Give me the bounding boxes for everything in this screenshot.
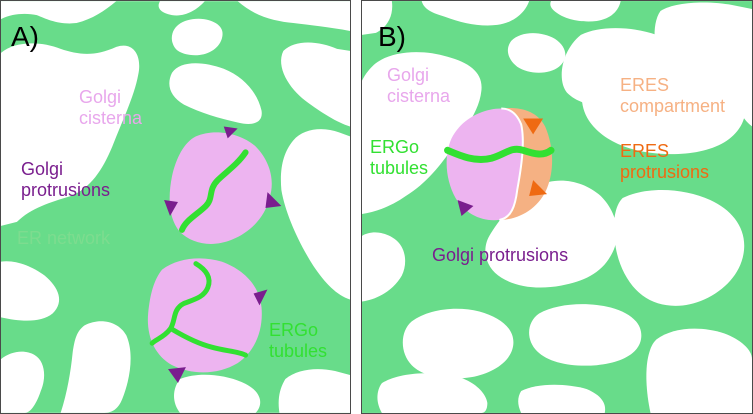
ergo-tubule xyxy=(178,149,249,233)
cytoplasm-hole xyxy=(402,308,514,379)
cytoplasm-hole xyxy=(1,351,45,413)
cytoplasm-hole xyxy=(237,1,350,32)
cytoplasm-hole xyxy=(729,55,752,127)
ergo-tubules-label: ERGo tubules xyxy=(269,320,328,361)
golgi-protrusion xyxy=(164,200,178,216)
ergo-tubules-label: ERGo tubules xyxy=(370,137,429,178)
golgi-cisterna-label: Golgi cisterna xyxy=(387,65,451,106)
compartment-boundary xyxy=(499,107,524,221)
golgi-cisterna-lower xyxy=(147,258,262,373)
eres-protrusion xyxy=(529,180,548,197)
cytoplasm-hole xyxy=(171,18,223,56)
cytoplasm-hole xyxy=(550,1,621,22)
golgi-protrusion xyxy=(265,192,282,208)
cytoplasm-hole xyxy=(529,304,642,366)
ergo-tubule xyxy=(444,145,555,164)
panel-a-illustration xyxy=(1,1,350,413)
eres-protrusion xyxy=(523,118,544,135)
eres-compartment-label: ERES compartment xyxy=(620,75,726,116)
cytoplasm-hole xyxy=(174,374,261,413)
cytoplasm-hole xyxy=(362,232,406,302)
cytoplasm-hole xyxy=(1,261,60,321)
cytoplasm-hole xyxy=(1,1,117,24)
golgi-protrusion xyxy=(168,367,186,383)
ergo-tubule xyxy=(149,261,212,346)
cytoplasm-hole xyxy=(278,369,350,413)
panel-label-b: B) xyxy=(378,21,406,52)
cytoplasm-hole xyxy=(507,33,566,73)
cytoplasm-hole xyxy=(646,328,752,413)
panel-b: B) Golgi cisterna ERES compartment ERGo … xyxy=(361,0,753,414)
panel-b-illustration xyxy=(362,1,752,413)
cytoplasm-hole xyxy=(421,1,530,26)
golgi-protrusions-label: Golgi protrusions xyxy=(21,159,111,200)
cytoplasm-hole xyxy=(518,384,606,413)
cytoplasm-hole xyxy=(281,42,350,127)
golgi-protrusions-label: Golgi protrusions xyxy=(432,245,569,265)
er-network-label: ER network xyxy=(17,228,111,248)
cytoplasm-hole xyxy=(1,43,140,226)
cytoplasm-hole xyxy=(362,1,393,35)
golgi-protrusion xyxy=(457,200,474,216)
golgi-protrusion xyxy=(223,126,238,139)
cytoplasm-hole xyxy=(377,373,488,413)
cytoplasm-hole xyxy=(613,190,745,306)
cytoplasm-hole xyxy=(158,1,205,16)
panel-label-a: A) xyxy=(11,21,39,52)
cytoplasm-hole xyxy=(169,63,262,124)
ergo-tubule xyxy=(169,326,249,358)
golgi-cisterna-label: Golgi cisterna xyxy=(79,87,143,128)
panel-a: A) Golgi cisterna Golgi protrusions ER n… xyxy=(0,0,351,414)
cytoplasm-hole xyxy=(280,129,350,300)
eres-protrusions-label: ERES protrusions xyxy=(620,141,710,182)
cytoplasm-hole xyxy=(362,52,482,214)
golgi-protrusion xyxy=(253,289,268,306)
golgi-cisterna xyxy=(446,108,523,221)
cytoplasm-hole xyxy=(60,321,131,413)
cytoplasm-hole xyxy=(581,54,746,155)
